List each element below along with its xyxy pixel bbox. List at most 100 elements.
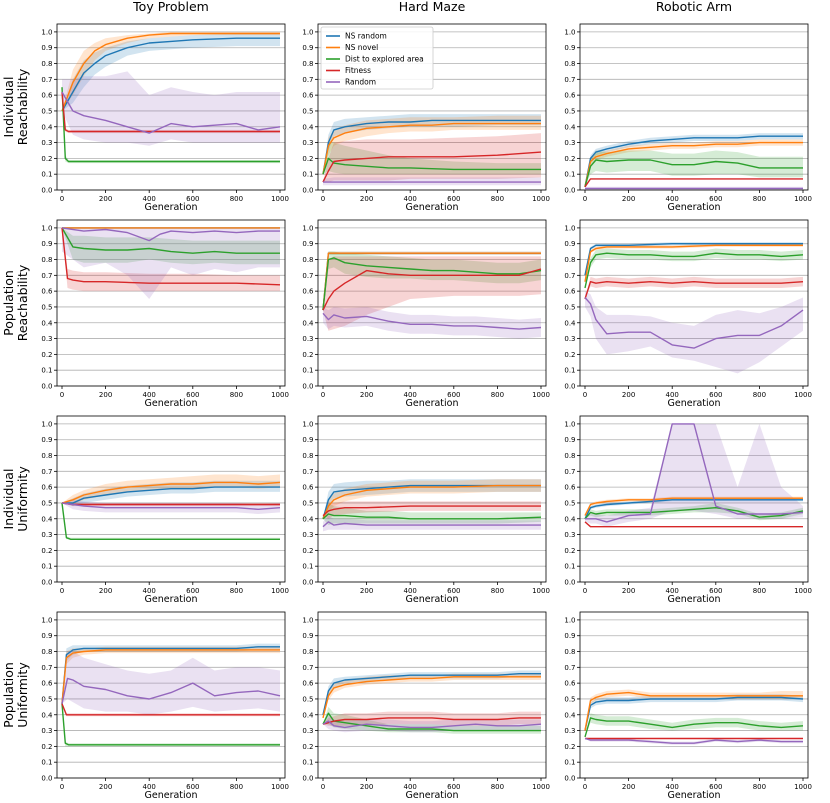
y-tick-label: 0.2: [41, 743, 52, 751]
y-tick-label: 0.4: [302, 319, 314, 327]
y-tick-label: 0.3: [302, 139, 313, 147]
x-tick-label: 200: [360, 783, 373, 791]
y-tick-label: 1.0: [302, 616, 313, 624]
x-tick-label: 800: [491, 587, 504, 595]
y-tick-label: 1.0: [41, 420, 52, 428]
x-axis-label: Generation: [668, 790, 721, 799]
x-tick-label: 1000: [532, 391, 550, 399]
y-tick-label: 0.0: [564, 775, 575, 783]
y-tick-label: 0.0: [41, 187, 52, 195]
plot-area: [61, 227, 281, 299]
y-tick-label: 0.2: [302, 547, 313, 555]
y-tick-label: 0.1: [41, 367, 52, 375]
row-title-line-2: Reachability: [15, 68, 30, 145]
y-tick-label: 0.0: [41, 383, 52, 391]
band-ns-novel: [323, 115, 541, 175]
y-tick-label: 0.9: [564, 632, 575, 640]
panel-frame: [56, 23, 286, 191]
x-tick-label: 600: [447, 391, 460, 399]
panel-frame: [56, 611, 286, 779]
row-title-1: Individual Reachability: [1, 68, 30, 145]
line-dist-to-explored-area: [61, 227, 280, 254]
y-tick-label: 1.0: [564, 420, 575, 428]
plot-area: [584, 689, 804, 745]
y-tick-label: 0.8: [302, 648, 313, 656]
y-tick-label: 0.8: [564, 60, 575, 68]
line-fitness: [322, 717, 541, 725]
x-tick-label: 400: [666, 587, 679, 595]
y-tick-label: 0.9: [302, 240, 313, 248]
y-tick-label: 0.9: [41, 44, 52, 52]
y-tick-label: 0.3: [302, 335, 313, 343]
band-fitness: [323, 711, 541, 726]
line-ns-random: [322, 673, 541, 715]
band-dist-to-explored-area: [585, 503, 803, 521]
y-tick-label: 0.3: [41, 531, 52, 539]
column-title-hard-maze: Hard Maze: [399, 0, 466, 14]
y-tick-label: 0.2: [564, 351, 575, 359]
y-tick-label: 0.6: [564, 484, 576, 492]
line-dist-to-explored-area: [584, 717, 804, 738]
panel-hard-maze-individual-uniformity: 0.0 0.1 0.2 0.3 0.4 0.5 0.6 0.7 0.8 0.9 1.0 0 200 400…: [302, 415, 550, 605]
band-dist-to-explored-area: [585, 713, 803, 737]
y-tick-label: 0.4: [564, 319, 576, 327]
row-title-2: Population Reachability: [1, 264, 30, 341]
y-tick-label: 0.9: [41, 436, 52, 444]
y-tick-label: 1.0: [41, 616, 52, 624]
y-tick-label: 0.4: [564, 123, 576, 131]
y-tick-label: 0.9: [302, 436, 313, 444]
y-tick-label: 0.9: [564, 436, 575, 444]
y-tick-label: 1.0: [302, 28, 313, 36]
y-tick-label: 0.8: [564, 452, 575, 460]
y-tick-label: 0.8: [41, 648, 52, 656]
y-tick-label: 0.2: [564, 155, 575, 163]
y-tick-label: 0.4: [564, 711, 576, 719]
plot-area: [61, 643, 281, 747]
x-tick-label: 0: [60, 391, 64, 399]
x-tick-label: 1000: [271, 195, 289, 203]
x-axis-label: Generation: [668, 594, 721, 605]
band-ns-novel: [585, 496, 803, 516]
x-tick-label: 600: [447, 783, 460, 791]
x-tick-label: 0: [583, 783, 587, 791]
line-ns-random: [584, 499, 803, 520]
x-tick-label: 1000: [794, 783, 812, 791]
band-ns-random: [585, 133, 803, 187]
y-tick-label: 0.8: [302, 452, 313, 460]
x-axis-label: Generation: [145, 398, 198, 409]
y-tick-label: 0.4: [41, 123, 53, 131]
y-tick-label: 0.7: [564, 664, 575, 672]
line-random: [585, 423, 804, 523]
x-tick-label: 400: [404, 587, 417, 595]
line-random: [584, 297, 804, 349]
y-tick-label: 1.0: [41, 224, 52, 232]
y-tick-label: 0.1: [41, 171, 52, 179]
x-tick-label: 600: [709, 195, 722, 203]
x-tick-label: 1000: [271, 783, 289, 791]
x-axis-label: Generation: [145, 594, 198, 605]
panel-frame: [579, 611, 809, 779]
row-title-line-1: Individual: [1, 469, 16, 530]
y-tick-label: 0.9: [302, 632, 313, 640]
line-dist-to-explored-area: [322, 157, 541, 175]
band-random: [323, 515, 541, 532]
line-ns-novel: [322, 484, 541, 520]
x-tick-label: 0: [60, 783, 64, 791]
y-tick-label: 0.8: [564, 256, 575, 264]
x-tick-label: 600: [709, 391, 722, 399]
y-tick-label: 0.4: [302, 711, 314, 719]
plot-area: [322, 479, 542, 532]
line-dist-to-explored-area: [322, 513, 542, 520]
panel-frame: [579, 219, 809, 387]
y-tick-label: 0.1: [41, 563, 52, 571]
y-tick-label: 0.6: [564, 92, 576, 100]
y-tick-label: 0.3: [302, 531, 313, 539]
x-tick-label: 0: [583, 195, 587, 203]
line-ns-random: [61, 646, 280, 704]
line-random: [61, 227, 280, 242]
column-title-robotic-arm: Robotic Arm: [656, 0, 732, 14]
y-tick-label: 0.4: [41, 319, 53, 327]
band-dist-to-explored-area: [585, 150, 803, 187]
y-tick-label: 0.7: [302, 468, 313, 476]
line-ns-novel: [61, 32, 280, 112]
